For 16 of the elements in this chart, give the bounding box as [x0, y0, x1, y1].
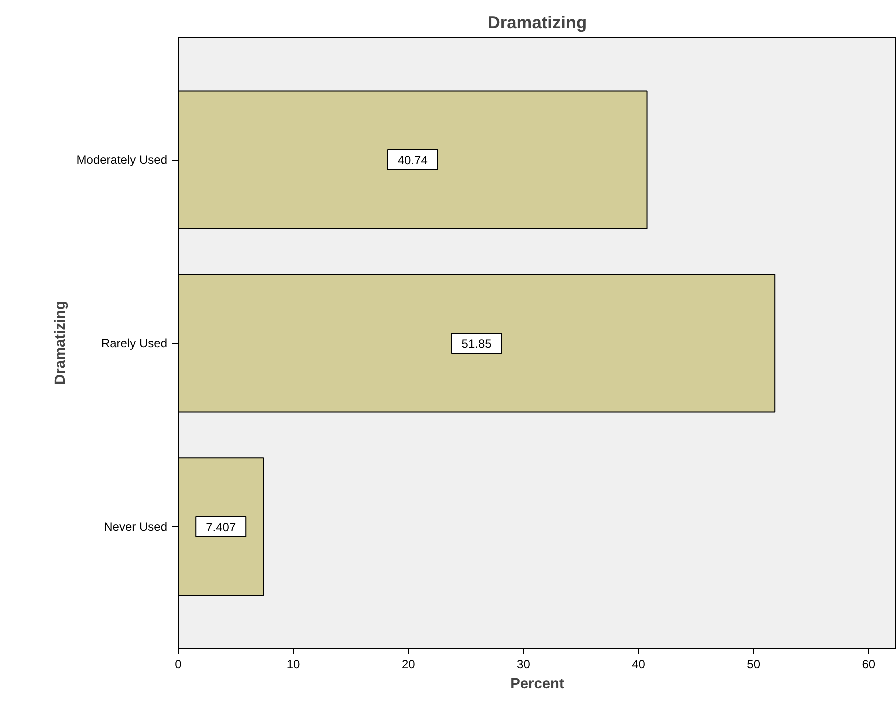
y-tick-label: Never Used	[104, 520, 168, 534]
x-axis-title: Percent	[510, 676, 564, 692]
y-tick-label: Moderately Used	[76, 153, 168, 168]
x-tick-label: 0	[175, 658, 182, 672]
data-label: 7.407	[206, 520, 236, 534]
x-tick-label: 30	[517, 658, 531, 672]
y-tick-label: Rarely Used	[101, 336, 168, 350]
x-tick-label: 50	[747, 658, 761, 672]
data-label: 51.85	[462, 336, 492, 351]
x-tick-label: 10	[286, 658, 301, 672]
x-tick-label: 60	[862, 658, 876, 672]
x-tick-label: 20	[402, 658, 416, 672]
data-label: 40.74	[398, 154, 428, 168]
y-axis-title: Dramatizing	[52, 301, 69, 385]
x-tick-label: 40	[632, 658, 646, 672]
chart-title: Dramatizing	[488, 12, 588, 32]
